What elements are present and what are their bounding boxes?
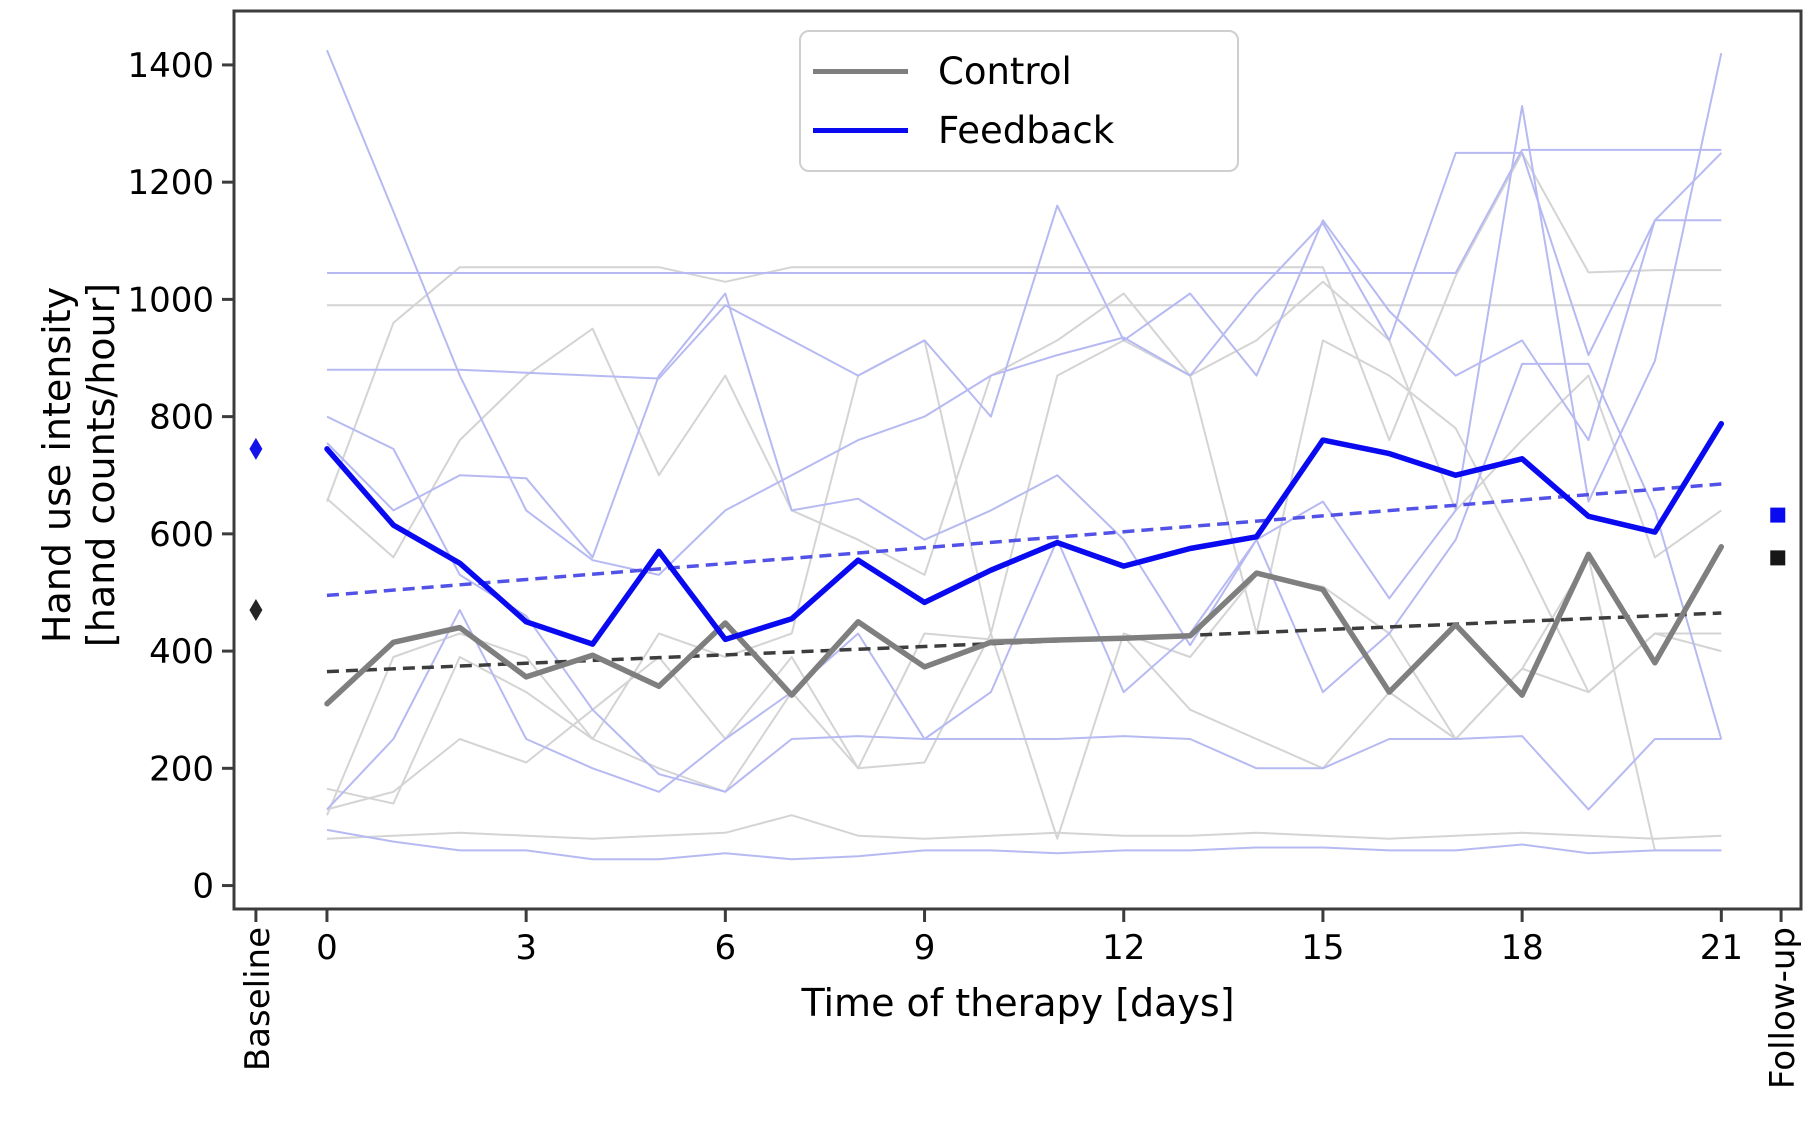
feedback-mean-line	[324, 420, 1725, 647]
x-tick-label: 12	[1102, 928, 1145, 968]
control-individual-lines	[326, 151, 1722, 852]
plot-border	[232, 9, 1803, 911]
y-axis-label-line1: Hand use intensity	[35, 287, 79, 643]
feedback-subject-line	[327, 148, 1722, 274]
legend-label-feedback: Feedback	[938, 109, 1115, 152]
y-tick-label: 400	[149, 632, 214, 672]
x-tick-label: 9	[914, 928, 936, 968]
baseline-followup-markers	[249, 437, 1786, 622]
feedback-subject-line	[326, 828, 1722, 861]
follow-up-tick-label: Follow-up	[1763, 927, 1803, 1089]
axis-tick-marks	[222, 63, 1783, 922]
y-tick-label: 1000	[127, 280, 214, 320]
feedback-subject-line	[326, 52, 1723, 647]
y-tick-label: 1400	[127, 46, 214, 86]
feedback-subject-line	[326, 362, 1723, 811]
y-tick-label: 1200	[127, 163, 214, 203]
y-tick-label: 200	[149, 749, 214, 789]
legend-item-feedback: Feedback	[813, 112, 1237, 149]
x-tick-label: 21	[1700, 928, 1743, 968]
x-tick-label: 15	[1301, 928, 1344, 968]
feedback-line-swatch	[813, 128, 908, 133]
control-trend	[326, 611, 1722, 674]
baseline-tick-label: Baseline	[238, 927, 278, 1071]
x-tick-label: 18	[1500, 928, 1543, 968]
control-subject-line	[326, 632, 1722, 816]
control-baseline-marker	[249, 599, 263, 622]
y-tick-label: 800	[149, 398, 214, 438]
legend-item-control: Control	[813, 53, 1237, 90]
control-subject-line	[326, 280, 1722, 576]
axis-tick-labels: 0 200 400 600 800 1000 1200 1400 0 3 6 9 12 15 18 21 Bas…	[127, 46, 1803, 1089]
y-tick-label: 0	[192, 867, 214, 907]
feedback-baseline-marker	[249, 437, 263, 460]
trend-lines	[326, 482, 1722, 674]
x-tick-label: 0	[316, 928, 338, 968]
group-mean-lines	[324, 420, 1725, 707]
legend-label-control: Control	[938, 50, 1072, 93]
x-tick-label: 3	[515, 928, 537, 968]
x-tick-label: 6	[715, 928, 737, 968]
feedback-trend	[326, 482, 1722, 598]
control-followup-marker	[1770, 550, 1786, 566]
control-subject-line	[326, 556, 1722, 852]
legend: Control Feedback	[799, 30, 1239, 172]
feedback-subject-line	[326, 415, 1722, 811]
control-subject-line	[326, 151, 1722, 502]
y-axis-label-line2: [hand counts/hour]	[79, 283, 123, 647]
feedback-subject-line	[327, 204, 1722, 442]
control-mean-line	[324, 544, 1725, 707]
y-tick-label: 600	[149, 515, 214, 555]
control-subject-line	[326, 814, 1722, 840]
control-subject-line	[326, 339, 1722, 805]
x-axis-label: Time of therapy [days]	[800, 981, 1234, 1025]
feedback-followup-marker	[1770, 507, 1786, 523]
feedback-subject-line	[326, 49, 1723, 576]
control-line-swatch	[813, 69, 908, 74]
